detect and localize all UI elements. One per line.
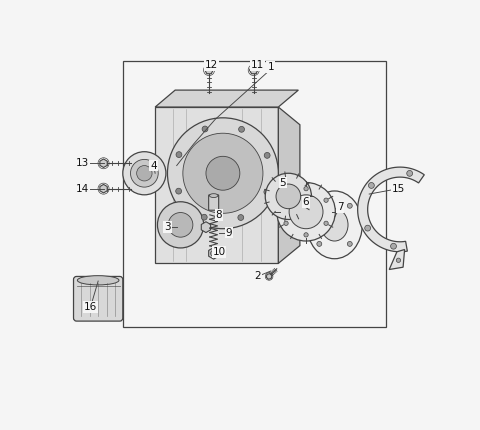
FancyBboxPatch shape xyxy=(209,195,219,210)
Ellipse shape xyxy=(307,191,362,259)
Circle shape xyxy=(348,203,352,208)
Circle shape xyxy=(239,126,244,132)
Circle shape xyxy=(176,152,182,157)
Circle shape xyxy=(304,187,308,191)
Circle shape xyxy=(131,160,158,187)
Text: 15: 15 xyxy=(392,184,405,194)
Circle shape xyxy=(168,118,278,229)
Circle shape xyxy=(396,258,401,262)
Circle shape xyxy=(365,225,371,231)
Circle shape xyxy=(201,214,207,220)
Circle shape xyxy=(289,195,323,229)
Bar xyxy=(123,61,386,327)
Ellipse shape xyxy=(321,209,348,241)
Text: 6: 6 xyxy=(303,197,310,207)
Polygon shape xyxy=(389,249,405,270)
Ellipse shape xyxy=(77,276,119,285)
Circle shape xyxy=(238,215,244,221)
Polygon shape xyxy=(100,184,107,193)
Text: 12: 12 xyxy=(205,61,218,71)
Circle shape xyxy=(123,152,166,195)
Ellipse shape xyxy=(209,194,218,197)
Circle shape xyxy=(276,184,300,209)
Text: 16: 16 xyxy=(84,302,97,312)
Polygon shape xyxy=(250,66,258,74)
Circle shape xyxy=(137,166,152,181)
Circle shape xyxy=(407,170,413,176)
Circle shape xyxy=(265,173,312,219)
Circle shape xyxy=(168,212,193,237)
Circle shape xyxy=(348,241,352,246)
Text: 11: 11 xyxy=(251,61,264,71)
Circle shape xyxy=(277,182,336,241)
Text: 8: 8 xyxy=(216,210,222,220)
Text: 10: 10 xyxy=(213,247,226,257)
Text: 5: 5 xyxy=(280,178,286,187)
Text: 9: 9 xyxy=(226,227,232,237)
Circle shape xyxy=(324,198,328,203)
Polygon shape xyxy=(358,167,424,252)
Circle shape xyxy=(183,133,263,213)
Circle shape xyxy=(157,202,204,248)
Circle shape xyxy=(202,126,208,132)
Polygon shape xyxy=(201,222,211,233)
Polygon shape xyxy=(266,273,272,279)
Text: 3: 3 xyxy=(164,222,171,232)
Text: 14: 14 xyxy=(76,184,89,194)
Text: 2: 2 xyxy=(254,271,261,282)
Circle shape xyxy=(304,233,308,237)
Polygon shape xyxy=(205,66,213,74)
Polygon shape xyxy=(155,107,278,263)
Polygon shape xyxy=(209,248,219,259)
Circle shape xyxy=(206,157,240,190)
FancyBboxPatch shape xyxy=(73,276,123,321)
Circle shape xyxy=(211,250,217,256)
Text: 13: 13 xyxy=(76,158,89,168)
Circle shape xyxy=(317,241,322,246)
Text: 1: 1 xyxy=(267,62,274,72)
Circle shape xyxy=(317,203,322,208)
Polygon shape xyxy=(278,107,300,263)
Circle shape xyxy=(369,182,374,188)
Circle shape xyxy=(284,221,288,225)
Circle shape xyxy=(284,198,288,203)
Polygon shape xyxy=(155,90,299,107)
Text: 4: 4 xyxy=(150,160,157,171)
Circle shape xyxy=(176,188,181,194)
Text: 7: 7 xyxy=(336,202,343,212)
Circle shape xyxy=(391,243,396,249)
Circle shape xyxy=(264,153,270,158)
Circle shape xyxy=(264,189,270,195)
Polygon shape xyxy=(100,159,107,168)
Circle shape xyxy=(324,221,328,225)
